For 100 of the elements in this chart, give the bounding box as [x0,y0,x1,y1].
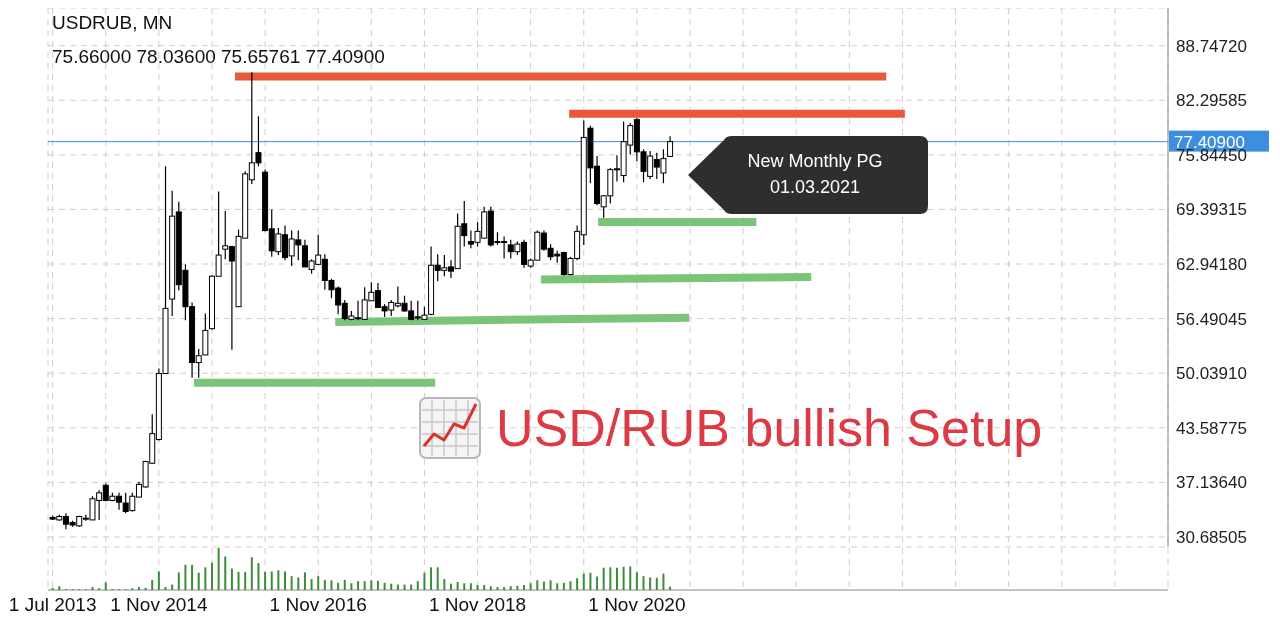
y-tick-label: 88.74720 [1176,36,1247,56]
bar [615,567,618,590]
annotation: New Monthly PG 01.03.2021 [746,150,884,199]
bar [177,572,180,590]
bar [370,580,373,590]
text: 75.66000 78.03600 75.65761 77.40900 [52,46,385,68]
bar [137,587,140,590]
bar [662,573,665,590]
annotation: USD/RUB bullish Setup [496,398,1043,458]
y-tick-label: 62.94180 [1176,255,1247,275]
bar [456,582,459,590]
bar [549,580,552,590]
bar [284,571,287,590]
bar [264,571,267,590]
bar [58,586,61,590]
candlestick [667,135,674,158]
x-tick-label: 1 Nov 2016 [269,594,367,616]
bar [463,583,466,590]
bar [622,566,625,590]
bar [403,584,406,590]
bar [244,571,247,590]
bar [323,579,326,590]
bar [224,556,227,590]
bar [171,584,174,590]
bar [390,583,393,590]
bar [330,580,333,590]
bar [509,586,512,590]
bar [655,577,658,590]
bar [635,572,638,590]
bar [596,576,599,590]
bar [649,577,652,590]
bar [396,584,399,590]
bar [642,576,645,590]
bar [270,571,273,590]
y-tick-label: 82.29585 [1176,91,1247,111]
bar [157,571,160,590]
bar [303,572,306,590]
x-tick-label: 1 Nov 2018 [428,594,527,616]
bar [376,580,379,590]
bar [609,567,612,590]
x-tick-label: 1 Nov 2014 [110,594,208,616]
y-tick-label: 50.03910 [1176,364,1247,384]
bar [423,572,426,590]
bar [151,579,154,590]
bar [257,563,260,590]
bar [383,582,386,590]
bar [516,585,519,590]
bar [290,576,293,590]
bar [357,581,360,590]
y-tick-label: 43.58775 [1176,418,1247,438]
bar [51,587,54,590]
bar [416,581,419,590]
bar [449,583,452,590]
bar [410,584,413,590]
x-tick-label: 1 Nov 2020 [588,594,686,616]
bar [197,572,200,590]
bar [277,570,280,590]
bar [91,587,94,590]
bar [310,579,313,590]
bar [489,586,492,590]
bar [237,571,240,590]
bar [164,587,167,590]
bar [297,577,300,590]
bar [436,567,439,590]
bar [337,582,340,590]
bar [496,587,499,590]
bar [210,562,213,590]
bar [503,587,506,590]
bar [529,583,532,590]
y-tick-label: 30.68505 [1176,528,1247,548]
bar [204,567,207,590]
bar [562,582,565,590]
bar [582,573,585,590]
bar [343,579,346,590]
bar [363,581,366,590]
bar [350,583,353,590]
x-tick-label: 1 Jul 2013 [8,594,97,616]
y-tick-label: 69.39315 [1176,200,1247,220]
bar [569,581,572,590]
bar [469,583,472,590]
bar [629,566,632,590]
bar [542,581,545,590]
bar [430,567,433,590]
bar [589,572,592,590]
bar [144,587,147,590]
bar [191,564,194,590]
bar [602,567,605,590]
bar [576,578,579,590]
bar [317,576,320,590]
bar [523,584,526,590]
bar [217,548,220,590]
y-tick-label: 37.13640 [1176,473,1247,493]
bar [476,584,479,590]
bar [536,580,539,590]
bar [104,582,107,590]
bar [250,557,253,590]
chart-title: USDRUB, MN [52,12,173,34]
bar [443,579,446,590]
bar [184,564,187,590]
bar [230,568,233,590]
